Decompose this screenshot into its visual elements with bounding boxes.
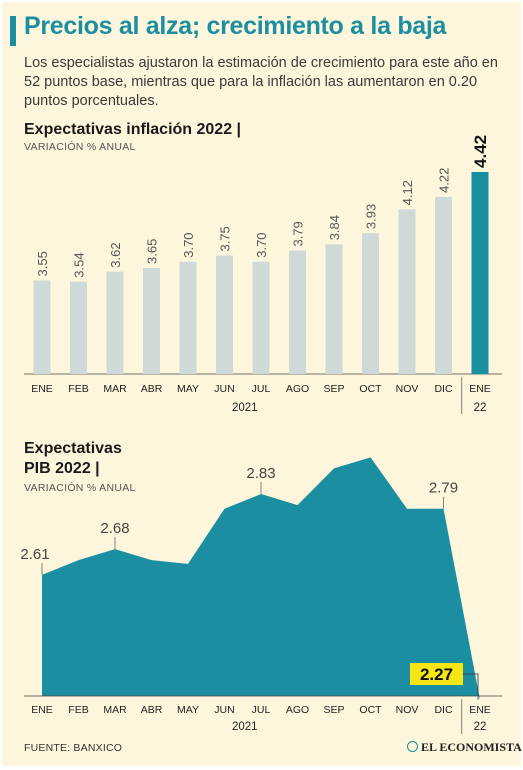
inflation-bar-label: 3.70 [254, 232, 269, 257]
inflation-bar-label: 4.22 [437, 168, 452, 193]
inflation-bar-label: 3.65 [145, 239, 160, 264]
gdp-chart-title-line2: PIB 2022 | [24, 460, 100, 477]
gdp-x-tick: ABR [141, 704, 163, 716]
page-title: Precios al alza; crecimiento a la baja [24, 12, 447, 40]
inflation-x-tick: MAR [103, 383, 127, 395]
gdp-x-tick: FEB [68, 704, 88, 716]
inflation-x-tick: AGO [286, 383, 309, 395]
inflation-bar [325, 244, 343, 374]
gdp-value-label: 2.83 [246, 465, 275, 482]
inflation-chart-title: Expectativas inflación 2022 | [24, 121, 242, 138]
inflation-x-tick: ABR [141, 383, 163, 395]
charts-canvas: 3.55 3.54 3.62 3.65 3.70 3.75 3.70 3.79 3.84 3.93… [20, 135, 502, 734]
inflation-x-tick: SEP [323, 383, 344, 395]
inflation-bar [143, 268, 160, 374]
inflation-bar [362, 233, 379, 374]
gdp-x-tick: NOV [396, 704, 419, 716]
publisher-logo-text: EL ECONOMISTA [421, 740, 522, 754]
gdp-value-label: 2.27 [420, 665, 453, 684]
gdp-chart-title-line1: Expectativas [24, 440, 122, 457]
inflation-x-tick: JUN [214, 383, 234, 395]
source-note: FUENTE: BANXICO [24, 742, 123, 754]
inflation-bar [289, 250, 306, 374]
gdp-label-leader [463, 673, 479, 700]
inflation-x-tick: JUL [252, 383, 271, 395]
inflation-bar-label: 4.12 [400, 180, 415, 205]
inflation-x-tick: FEB [68, 383, 88, 395]
globe-icon [407, 741, 418, 752]
gdp-x-tick: JUN [214, 704, 234, 716]
gdp-highlight-label-box [410, 663, 463, 685]
inflation-x-tick: OCT [359, 383, 382, 395]
inflation-bar-label: 3.62 [108, 242, 123, 267]
gdp-year-label: 2021 [232, 721, 258, 733]
inflation-x-tick: MAY [177, 383, 199, 395]
inflation-bar [106, 271, 124, 374]
gdp-year-label: 22 [474, 721, 487, 733]
gdp-x-tick: AGO [286, 704, 309, 716]
gdp-value-label: 2.79 [429, 480, 458, 497]
inflation-bar [252, 261, 270, 374]
inflation-x-tick: ENE [31, 383, 53, 395]
publisher-logo: EL ECONOMISTA [407, 740, 522, 755]
inflation-year-label: 2021 [232, 402, 258, 414]
gdp-x-tick: MAR [103, 704, 127, 716]
inflation-bar-label: 3.54 [72, 252, 87, 277]
inflation-bar-label: 3.93 [364, 204, 379, 229]
page-subtitle: Los especialistas ajustaron la estimació… [24, 55, 498, 109]
gdp-x-tick: ENE [469, 704, 491, 716]
inflation-x-tick: ENE [469, 383, 491, 395]
inflation-bar [471, 171, 489, 374]
inflation-x-tick: DIC [434, 383, 453, 395]
gdp-x-tick: ENE [31, 704, 53, 716]
inflation-chart-subtitle: VARIACIÓN % ANUAL [24, 141, 136, 153]
gdp-x-tick: OCT [359, 704, 382, 716]
inflation-bar-label: 4.42 [471, 135, 490, 168]
gdp-x-tick: DIC [434, 704, 453, 716]
gdp-area [42, 457, 480, 700]
gdp-x-tick: MAY [177, 704, 199, 716]
inflation-bar-label: 3.79 [291, 221, 306, 246]
inflation-year-label: 22 [474, 402, 487, 414]
gdp-value-label: 2.68 [100, 520, 129, 537]
inflation-bar [435, 196, 452, 374]
gdp-x-tick: SEP [323, 704, 344, 716]
inflation-bar-label: 3.75 [218, 226, 233, 251]
gdp-chart-subtitle: VARIACIÓN % ANUAL [24, 482, 136, 494]
inflation-bar [70, 281, 87, 374]
inflation-bar-label: 3.55 [35, 251, 50, 276]
inflation-bar [179, 261, 197, 374]
inflation-bar [216, 255, 233, 374]
title-accent-bar [10, 16, 16, 46]
inflation-bar [398, 209, 416, 374]
inflation-bar-label: 3.70 [181, 232, 196, 257]
inflation-x-tick: NOV [396, 383, 419, 395]
inflation-bar [33, 280, 51, 374]
gdp-value-label: 2.61 [20, 546, 49, 563]
inflation-bar-label: 3.84 [327, 215, 342, 240]
gdp-x-tick: JUL [252, 704, 271, 716]
